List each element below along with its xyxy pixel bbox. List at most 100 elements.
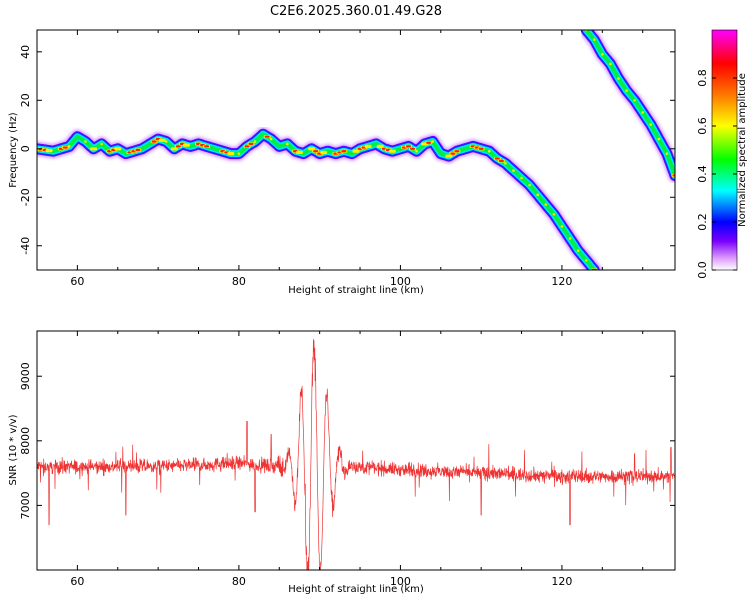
- colorbar-tick-label: 0.6: [696, 117, 709, 135]
- spectrogram-x-tick-label: 80: [232, 275, 246, 288]
- spectrogram-x-tick-label: 100: [390, 275, 411, 288]
- ridge-hotspot: [158, 138, 166, 142]
- ridge-peak: [405, 145, 411, 148]
- colorbar: 0.0 0.2 0.4 0.6 0.8 Normalized spectral ampl…: [696, 29, 748, 279]
- ridge-hotspot: [528, 183, 531, 187]
- ridge-hotspot: [415, 149, 418, 153]
- spectrogram-x-tick-label: 120: [551, 275, 572, 288]
- ridge-hotspot: [657, 137, 661, 141]
- ridge-hotspot: [544, 203, 548, 206]
- snr-panel: 60 80 100 120 7000 8000 9000 Height of straig…: [8, 330, 676, 595]
- ridge-hotspot: [560, 225, 564, 228]
- snr-x-label: Height of straight line (km): [288, 584, 424, 595]
- ridge-peak: [498, 159, 504, 163]
- spectrogram-y-tick-label: 0: [19, 145, 32, 152]
- snr-y-label: SNR (10 * v/v): [8, 414, 19, 485]
- snr-frame: [36, 330, 676, 571]
- snr-x-axis: 60 80 100 120: [36, 331, 644, 588]
- colorbar-tick-label: 0.8: [696, 69, 709, 87]
- ridge-hotspot: [164, 140, 168, 143]
- snr-x-tick-label: 80: [232, 575, 246, 588]
- ridge-hotspot: [487, 149, 491, 153]
- ridge-peak: [264, 135, 270, 138]
- snr-y-tick-label: 7000: [19, 491, 32, 519]
- snr-x-tick-label: 60: [70, 575, 84, 588]
- snr-y-axis: 7000 8000 9000: [19, 362, 675, 519]
- ridge-hotspot: [170, 147, 178, 151]
- snr-plot-area: [37, 331, 675, 570]
- snr-x-tick-label: 100: [390, 575, 411, 588]
- ridge-hotspot: [253, 140, 257, 143]
- ridge-hotspot: [552, 212, 556, 216]
- spectrogram-x-label: Height of straight line (km): [288, 285, 424, 296]
- ridge-peak: [672, 174, 675, 177]
- spectrogram-y-tick-label: 20: [19, 93, 32, 107]
- ridge-hotspot: [84, 140, 87, 143]
- ridge-peak: [135, 148, 141, 152]
- spectrogram-x-axis: 60 80 100 120: [36, 30, 644, 288]
- ridge-peak: [313, 150, 319, 153]
- ridge-hotspot: [227, 152, 235, 156]
- colorbar-tick-label: 0.4: [696, 165, 709, 183]
- ridge-hotspot: [609, 62, 612, 66]
- ridge-hotspot: [295, 150, 303, 155]
- ridge-peak: [450, 152, 456, 155]
- ridge-hotspot: [182, 143, 190, 147]
- spectrogram-y-tick-label: 40: [19, 45, 32, 59]
- spectrogram-y-label: Frequency (Hz): [8, 112, 19, 188]
- snr-y-tick-label: 8000: [19, 427, 32, 455]
- ridge-green: [584, 30, 675, 178]
- chart-title: C2E6.2025.360.01.49.G28: [270, 4, 442, 19]
- ridge-peak: [410, 147, 416, 150]
- ridge-peak: [248, 142, 254, 146]
- ridge-peak: [341, 150, 347, 153]
- ridge-hotspot: [320, 150, 328, 155]
- ridge-peak: [426, 141, 432, 144]
- ridge-hotspot: [100, 142, 103, 146]
- ridge-hotspot: [352, 149, 360, 153]
- ridge-hotspot: [633, 99, 636, 102]
- colorbar-tick-label: 0.0: [696, 261, 709, 279]
- spectrogram-x-tick-label: 60: [70, 275, 84, 288]
- ridge-peak: [478, 147, 484, 150]
- ridge-hotspot: [592, 38, 596, 41]
- ridge-hotspot: [68, 145, 71, 148]
- spectrogram-y-tick-label: -40: [19, 237, 32, 255]
- ridge-peak: [454, 150, 460, 153]
- spectrogram-panel: 60 80 100 120 -40 -20 0 20 40 Height of straigh…: [8, 29, 676, 296]
- ridge-hotspot: [625, 89, 628, 92]
- ridge-hotspot: [568, 237, 572, 240]
- ridge-peak: [494, 157, 500, 160]
- ridge-hotspot: [269, 137, 273, 141]
- ridge-peak: [244, 145, 250, 148]
- ridge-hotspot: [649, 123, 653, 126]
- colorbar-ticks: 0.0 0.2 0.4 0.6 0.8: [696, 69, 737, 279]
- ridge-hotspot: [237, 152, 241, 155]
- snr-x-tick-label: 120: [551, 575, 572, 588]
- ridge-hotspot: [504, 162, 507, 165]
- ridge-hotspot: [520, 176, 523, 180]
- spectrogram-y-axis: -40 -20 0 20 40: [19, 45, 675, 255]
- ridge-hotspot: [445, 154, 453, 158]
- colorbar-gradient: [711, 29, 738, 271]
- spectrogram-y-tick-label: -20: [19, 188, 32, 206]
- ridge-hotspot: [512, 169, 515, 172]
- spectrogram-ridges: [37, 30, 675, 270]
- ridge-hotspot: [45, 149, 53, 153]
- ridge-hotspot: [536, 193, 540, 197]
- spectrogram-frame: [36, 29, 676, 271]
- ridge-hotspot: [584, 259, 588, 262]
- ridge-peak: [62, 146, 68, 149]
- ridge-hotspot: [431, 140, 435, 143]
- ridge-hotspot: [308, 147, 316, 151]
- ridge-hotspot: [90, 147, 98, 151]
- ridge-peak: [175, 145, 181, 148]
- ridge-hotspot: [376, 144, 384, 148]
- snr-y-tick-label: 9000: [19, 362, 32, 390]
- ridge-peak: [151, 140, 157, 143]
- ridge-hotspot: [114, 147, 122, 151]
- ridge-hotspot: [601, 52, 604, 56]
- ridge-peak: [204, 145, 210, 148]
- snr-series-line: [37, 339, 675, 570]
